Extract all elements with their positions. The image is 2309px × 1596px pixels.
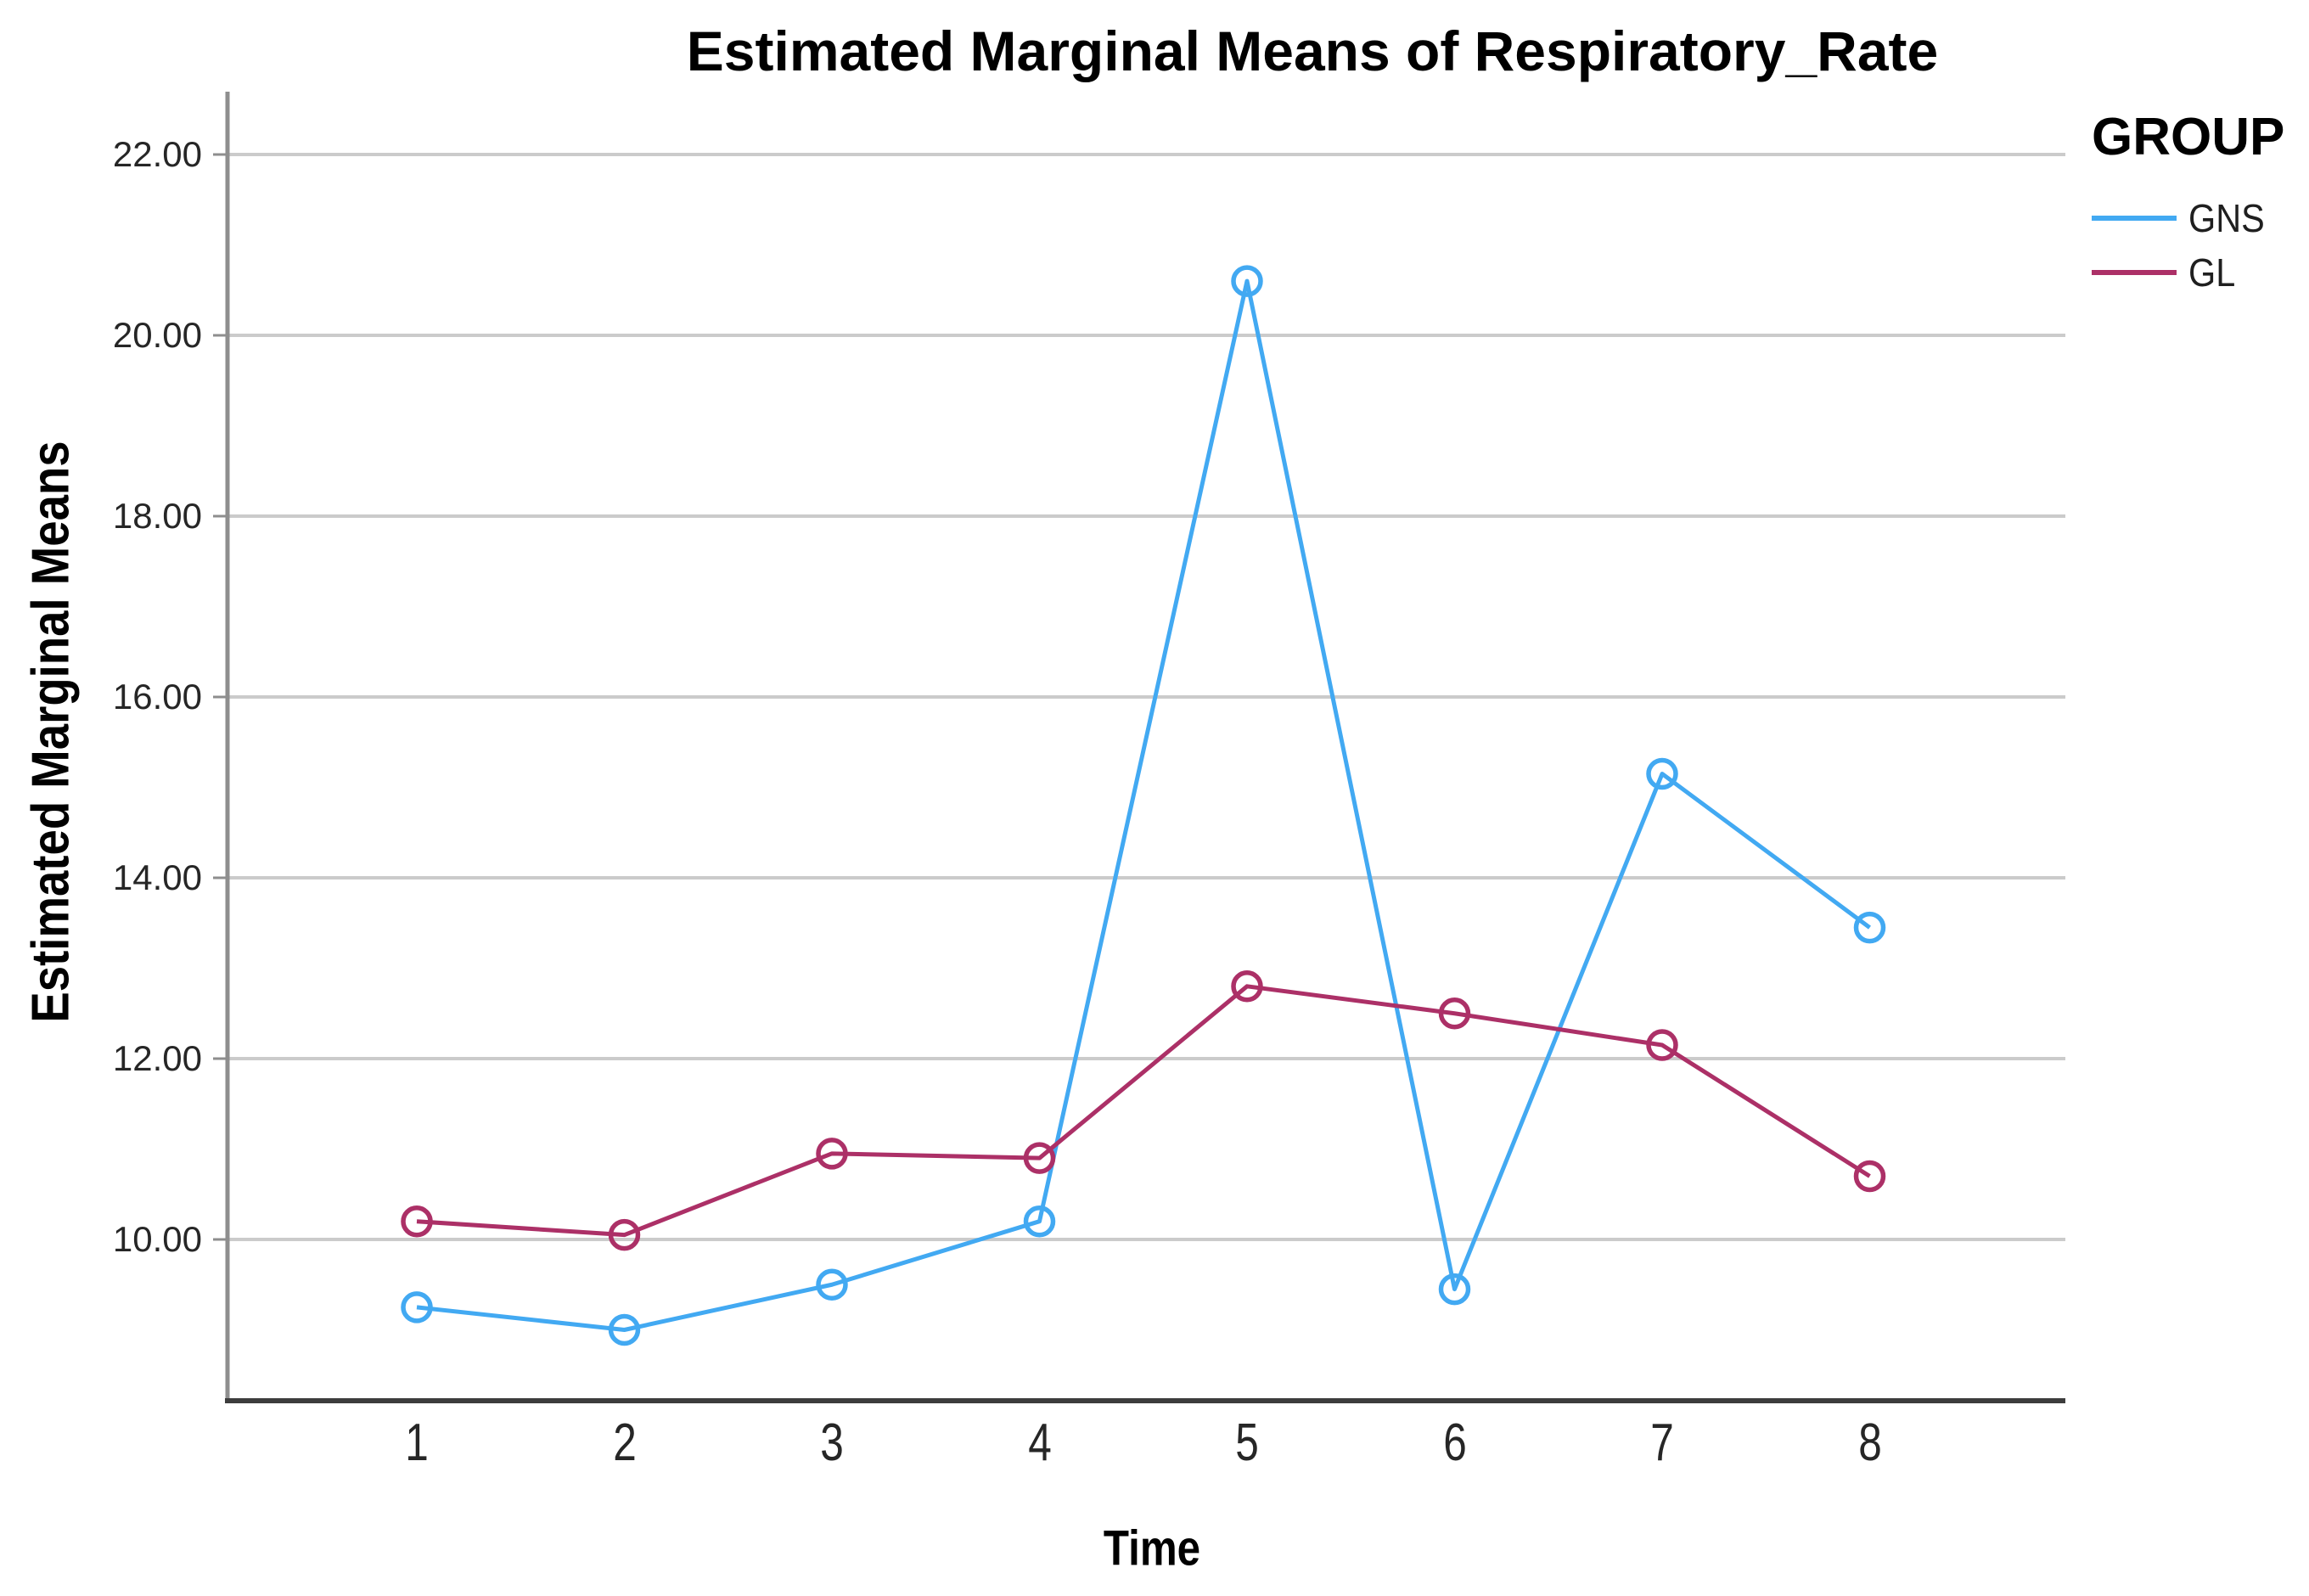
x-tick-label: 3 [820, 1413, 844, 1472]
x-tick-label: 1 [405, 1413, 429, 1472]
data-point-GNS [1853, 911, 1886, 944]
legend: GROUP GNS GL [2092, 107, 2284, 300]
legend-item-label: GNS [2188, 196, 2265, 240]
data-point-GNS [1231, 265, 1263, 297]
x-tick-label: 4 [1027, 1413, 1052, 1472]
y-tick-label: 14.00 [112, 857, 202, 897]
legend-item-GNS: GNS [2092, 191, 2284, 245]
data-point-GNS [608, 1313, 641, 1346]
y-tick-label: 12.00 [112, 1038, 202, 1078]
series-line-GNS [416, 278, 1871, 1332]
y-tick-label: 22.00 [112, 134, 202, 174]
x-axis-title: Time [1103, 1520, 1201, 1576]
x-tick-label: 7 [1650, 1413, 1674, 1472]
y-tick-label: 10.00 [112, 1219, 202, 1259]
data-point-GL [1023, 1142, 1056, 1174]
data-point-GL [608, 1218, 641, 1251]
data-point-GL [1438, 997, 1471, 1030]
data-point-GNS [1646, 757, 1678, 790]
series-line-GL [416, 984, 1871, 1238]
data-point-GL [1231, 970, 1263, 1003]
legend-line-swatch [2092, 216, 2177, 221]
y-tick-label: 16.00 [112, 677, 202, 717]
data-point-GNS [401, 1291, 433, 1323]
x-tick-label: 6 [1442, 1413, 1467, 1472]
data-point-GL [816, 1138, 848, 1170]
legend-rows: GNS GL [2092, 191, 2284, 300]
legend-item-label: GL [2188, 250, 2236, 295]
y-tick-label: 18.00 [112, 496, 202, 536]
data-point-GL [1646, 1029, 1678, 1061]
x-tick-label: 5 [1235, 1413, 1259, 1472]
chart-title: Estimated Marginal Means of Respiratory_… [686, 20, 1939, 82]
legend-item-GL: GL [2092, 245, 2284, 300]
x-tick-label: 8 [1857, 1413, 1882, 1472]
data-point-GNS [1438, 1273, 1471, 1306]
data-point-GNS [816, 1268, 848, 1301]
data-point-GNS [1023, 1205, 1056, 1238]
data-point-GL [1853, 1160, 1886, 1193]
legend-line-swatch [2092, 270, 2177, 275]
y-tick-label: 20.00 [112, 315, 202, 355]
legend-title: GROUP [2092, 108, 2285, 166]
data-point-GL [401, 1205, 433, 1238]
x-tick-label: 2 [612, 1413, 637, 1472]
